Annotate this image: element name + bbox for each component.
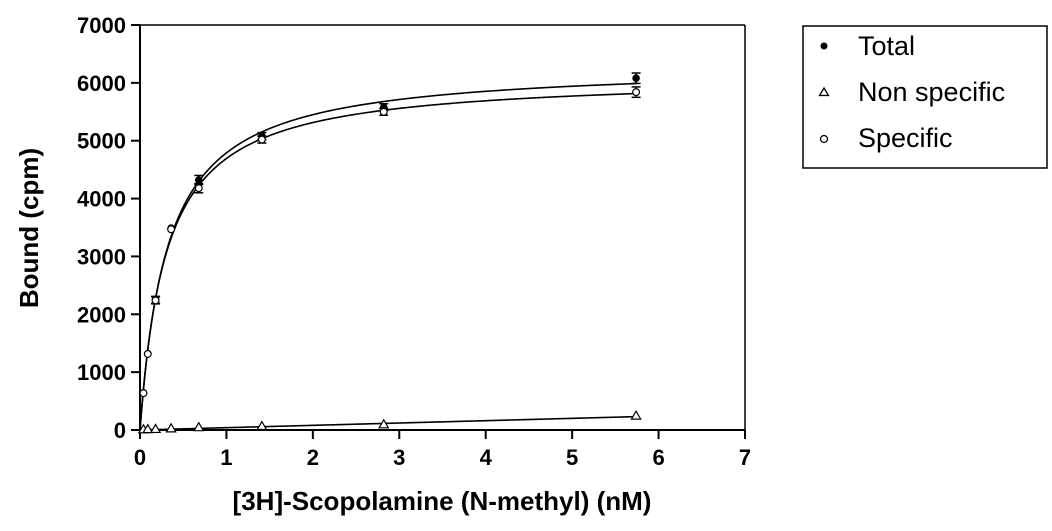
point-specific: [151, 296, 160, 305]
point-specific: [257, 135, 266, 144]
point-specific: [632, 88, 641, 97]
y-tick-label: 6000: [77, 71, 126, 96]
point-specific: [379, 107, 388, 116]
legend-nonspecific-label: Non specific: [858, 77, 1005, 107]
point-nonspecific: [193, 421, 205, 432]
y-tick-label: 7000: [77, 13, 126, 38]
x-axis-title: [3H]-Scopolamine (N-methyl) (nM): [233, 486, 652, 516]
y-tick-label: 3000: [77, 244, 126, 269]
point-nonspecific: [149, 423, 162, 434]
legend-total-marker: [820, 42, 828, 50]
legend-total-label: Total: [858, 31, 915, 61]
error-bars: [151, 72, 641, 305]
point-nonspecific: [256, 420, 268, 431]
plot-frame: [139, 24, 746, 431]
x-tick-label: 7: [739, 445, 751, 470]
point-nonspecific: [630, 409, 642, 420]
legend-specific-label: Specific: [858, 123, 953, 153]
point-total: [632, 74, 640, 83]
x-tick-label: 5: [566, 445, 578, 470]
point-specific: [194, 184, 203, 193]
y-tick-label: 0: [114, 418, 126, 443]
legend: Total Non specific Specific: [802, 25, 1048, 169]
x-tick-label: 6: [652, 445, 664, 470]
point-specific: [139, 389, 148, 398]
x-tick-label: 2: [307, 445, 319, 470]
fit-curves: [139, 82, 637, 431]
fit-curve-series-0: [139, 82, 637, 431]
x-tick-label: 4: [480, 445, 493, 470]
point-specific: [143, 349, 152, 358]
point-nonspecific: [378, 418, 390, 429]
x-tick-label: 3: [393, 445, 405, 470]
x-axis-ticks: 0 1 2 3 4 5 6 7: [134, 430, 751, 470]
point-specific: [167, 225, 176, 234]
point-nonspecific: [142, 423, 154, 434]
legend-box: [802, 25, 1048, 169]
fit-curve-series-1: [139, 415, 637, 431]
x-tick-label: 0: [134, 445, 146, 470]
y-tick-label: 4000: [77, 187, 126, 212]
legend-specific-marker: [819, 134, 829, 144]
point-total: [194, 176, 203, 184]
y-tick-label: 5000: [77, 129, 126, 154]
data-points: [137, 74, 642, 434]
y-axis-ticks: 0 1000 2000 3000 4000 5000 6000 7000: [77, 13, 140, 443]
fit-curve-series-2: [139, 92, 637, 431]
y-tick-label: 2000: [77, 302, 126, 327]
legend-nonspecific-marker: [818, 86, 830, 97]
y-tick-label: 1000: [77, 360, 126, 385]
x-tick-label: 1: [220, 445, 232, 470]
y-axis-title: Bound (cpm): [14, 148, 44, 308]
point-nonspecific: [165, 422, 177, 433]
